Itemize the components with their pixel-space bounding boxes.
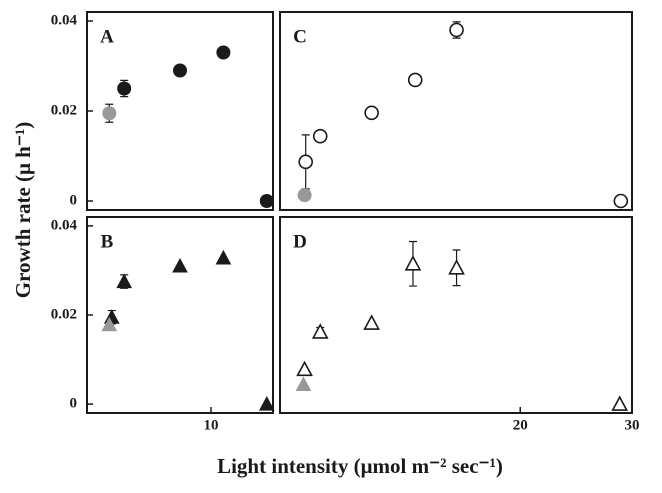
panel-letter: A [100,26,114,47]
data-point [297,188,312,203]
panel-frame [279,11,633,211]
data-point [101,316,118,332]
data-point [216,45,231,60]
x-tick-label: 30 [625,417,640,433]
panel-letter: B [101,231,114,252]
data-point [258,396,275,411]
data-point [613,193,629,209]
data-point [298,154,314,170]
data-point [404,255,422,271]
data-point [295,376,312,391]
data-point [407,72,423,88]
y-tick-label: 0 [70,192,78,208]
data-point [259,194,274,208]
y-tick-label: 0.04 [51,12,78,28]
data-point [364,105,379,121]
y-tick-label: 0.02 [51,102,77,118]
x-axis-title: Light intensity (μmol m⁻² sec⁻¹) [217,454,503,478]
data-point [448,259,465,275]
y-tick-label: 0.02 [51,306,77,322]
data-point [172,257,188,273]
data-point [611,395,629,411]
x-tick-label: 10 [204,417,219,433]
data-point [215,249,232,265]
y-tick-label: 0 [70,396,78,412]
data-point [312,128,328,144]
panel-letter: D [293,231,307,252]
data-point [102,106,117,121]
y-axis-title: Growth rate (μ h⁻¹) [11,122,35,298]
y-tick-label: 0.04 [51,217,78,233]
data-point [116,273,133,289]
panel-letter: C [293,26,307,47]
data-point [311,323,329,339]
data-point [173,63,187,78]
data-point [449,22,464,38]
data-point [296,360,313,377]
data-point [117,81,132,96]
panel-frame [279,216,633,414]
data-point [363,314,380,330]
x-tick-label: 20 [513,417,528,433]
